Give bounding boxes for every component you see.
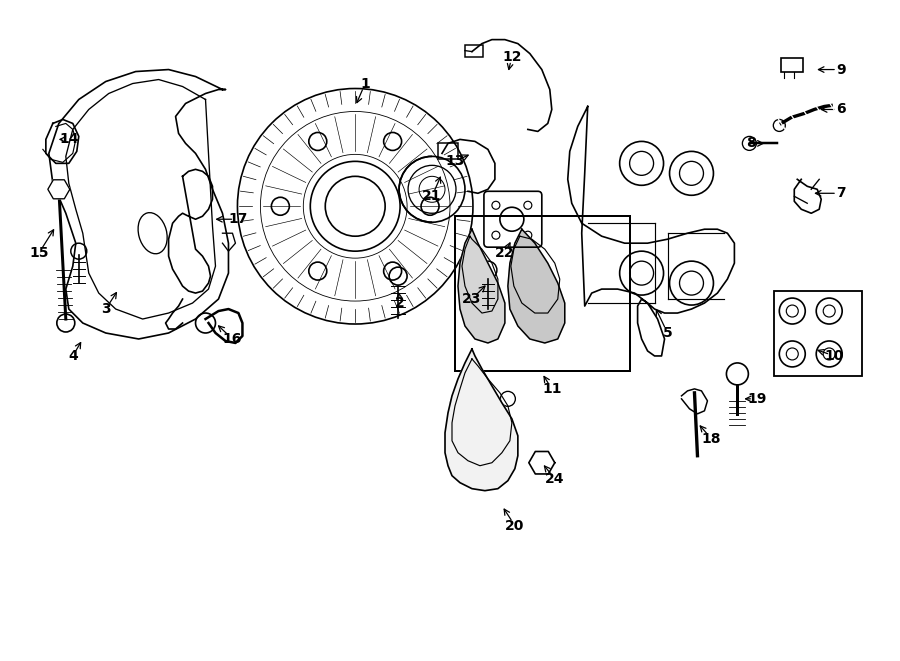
Polygon shape: [458, 229, 505, 343]
Text: 12: 12: [502, 50, 522, 63]
Text: 8: 8: [746, 136, 756, 151]
Bar: [438, 143, 458, 159]
Polygon shape: [48, 180, 70, 199]
Circle shape: [726, 363, 749, 385]
Text: 23: 23: [463, 292, 482, 306]
Text: 16: 16: [223, 332, 242, 346]
Text: 15: 15: [29, 246, 49, 260]
Circle shape: [195, 313, 215, 333]
Text: 1: 1: [360, 77, 370, 91]
Text: 22: 22: [495, 246, 515, 260]
Text: 2: 2: [395, 296, 405, 310]
Bar: [465, 44, 483, 57]
Text: 17: 17: [229, 212, 248, 226]
Text: 4: 4: [68, 349, 77, 363]
Text: 11: 11: [542, 382, 562, 396]
Circle shape: [57, 314, 75, 332]
Bar: [455, 216, 630, 371]
Text: 6: 6: [836, 102, 846, 116]
Bar: [774, 291, 862, 376]
Text: 13: 13: [446, 155, 464, 169]
Text: 19: 19: [748, 392, 767, 406]
Polygon shape: [445, 349, 518, 490]
Text: 10: 10: [824, 349, 844, 363]
Circle shape: [479, 261, 497, 279]
Text: 21: 21: [422, 189, 442, 204]
Polygon shape: [529, 451, 554, 474]
Text: 18: 18: [702, 432, 721, 446]
Circle shape: [71, 243, 86, 259]
Text: 24: 24: [545, 472, 564, 486]
Text: 7: 7: [836, 186, 846, 200]
Text: 20: 20: [505, 519, 525, 533]
Text: 9: 9: [836, 63, 846, 77]
Polygon shape: [508, 229, 565, 343]
Text: 5: 5: [662, 326, 672, 340]
Text: 3: 3: [101, 302, 111, 316]
Circle shape: [742, 136, 756, 151]
Circle shape: [773, 120, 786, 132]
Circle shape: [389, 267, 407, 285]
Text: 14: 14: [59, 132, 78, 146]
Bar: [781, 58, 804, 71]
